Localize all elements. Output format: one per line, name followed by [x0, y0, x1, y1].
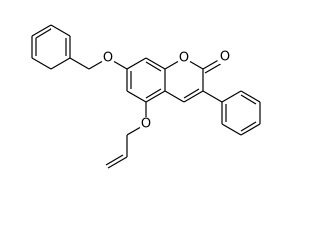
label-bg [139, 117, 153, 131]
atom-label: O [141, 117, 151, 132]
bonds [31, 24, 261, 169]
label-bg [101, 51, 115, 65]
label-bg [177, 51, 191, 65]
atom-labels: O O O O [101, 50, 231, 132]
molecule-diagram: O O O O [31, 24, 261, 169]
atom-label: O [179, 51, 189, 66]
atom-label: O [103, 51, 113, 66]
label-bg [217, 51, 231, 65]
atom-label: O [220, 50, 230, 65]
